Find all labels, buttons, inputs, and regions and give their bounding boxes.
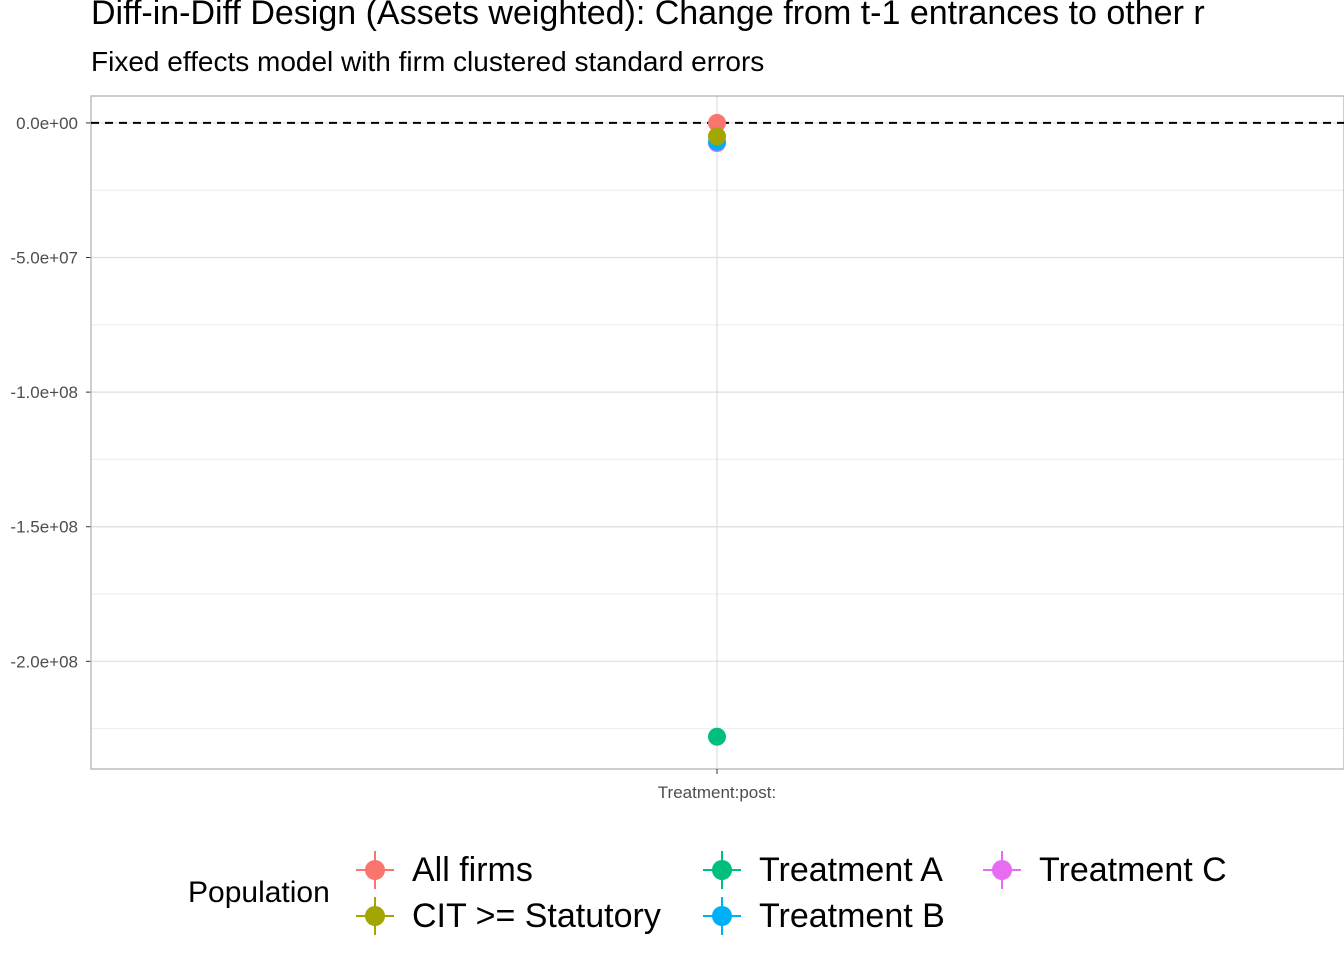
y-tick-label: -1.5e+08 xyxy=(10,518,78,537)
legend-item: CIT >= Statutory xyxy=(356,893,661,939)
chart-title: Diff-in-Diff Design (Assets weighted): C… xyxy=(91,0,1205,32)
legend-key-icon xyxy=(356,847,394,893)
legend-item: Treatment C xyxy=(983,847,1227,893)
legend: Population All firms CIT >= Statutory Trea… xyxy=(0,840,1344,950)
legend-item: All firms xyxy=(356,847,533,893)
point-all-firms xyxy=(708,113,726,132)
x-tick-label: Treatment:post: xyxy=(658,783,776,802)
y-tick-label: -5.0e+07 xyxy=(10,249,78,268)
y-tick-label: -1.0e+08 xyxy=(10,383,78,402)
y-tick-label: 0.0e+00 xyxy=(16,114,78,133)
legend-key-icon xyxy=(703,847,741,893)
point-cit-statutory xyxy=(708,127,726,146)
legend-title: Population xyxy=(188,876,330,909)
legend-label: Treatment C xyxy=(1039,850,1227,889)
point-treatment-a xyxy=(708,727,726,746)
legend-key-icon xyxy=(983,847,1021,893)
chart-subtitle: Fixed effects model with firm clustered … xyxy=(91,46,765,77)
legend-item: Treatment B xyxy=(703,893,945,939)
legend-key-icon xyxy=(703,893,741,939)
plot-area: 0.0e+00 -5.0e+07 -1.0e+08 -1.5e+08 -2.0e+08 T… xyxy=(10,95,1344,802)
legend-label: Treatment B xyxy=(759,896,945,935)
legend-label: All firms xyxy=(412,850,533,889)
legend-label: CIT >= Statutory xyxy=(412,896,661,935)
legend-key-icon xyxy=(356,893,394,939)
y-tick-label: -2.0e+08 xyxy=(10,652,78,671)
legend-item: Treatment A xyxy=(703,847,943,893)
legend-label: Treatment A xyxy=(759,850,943,889)
